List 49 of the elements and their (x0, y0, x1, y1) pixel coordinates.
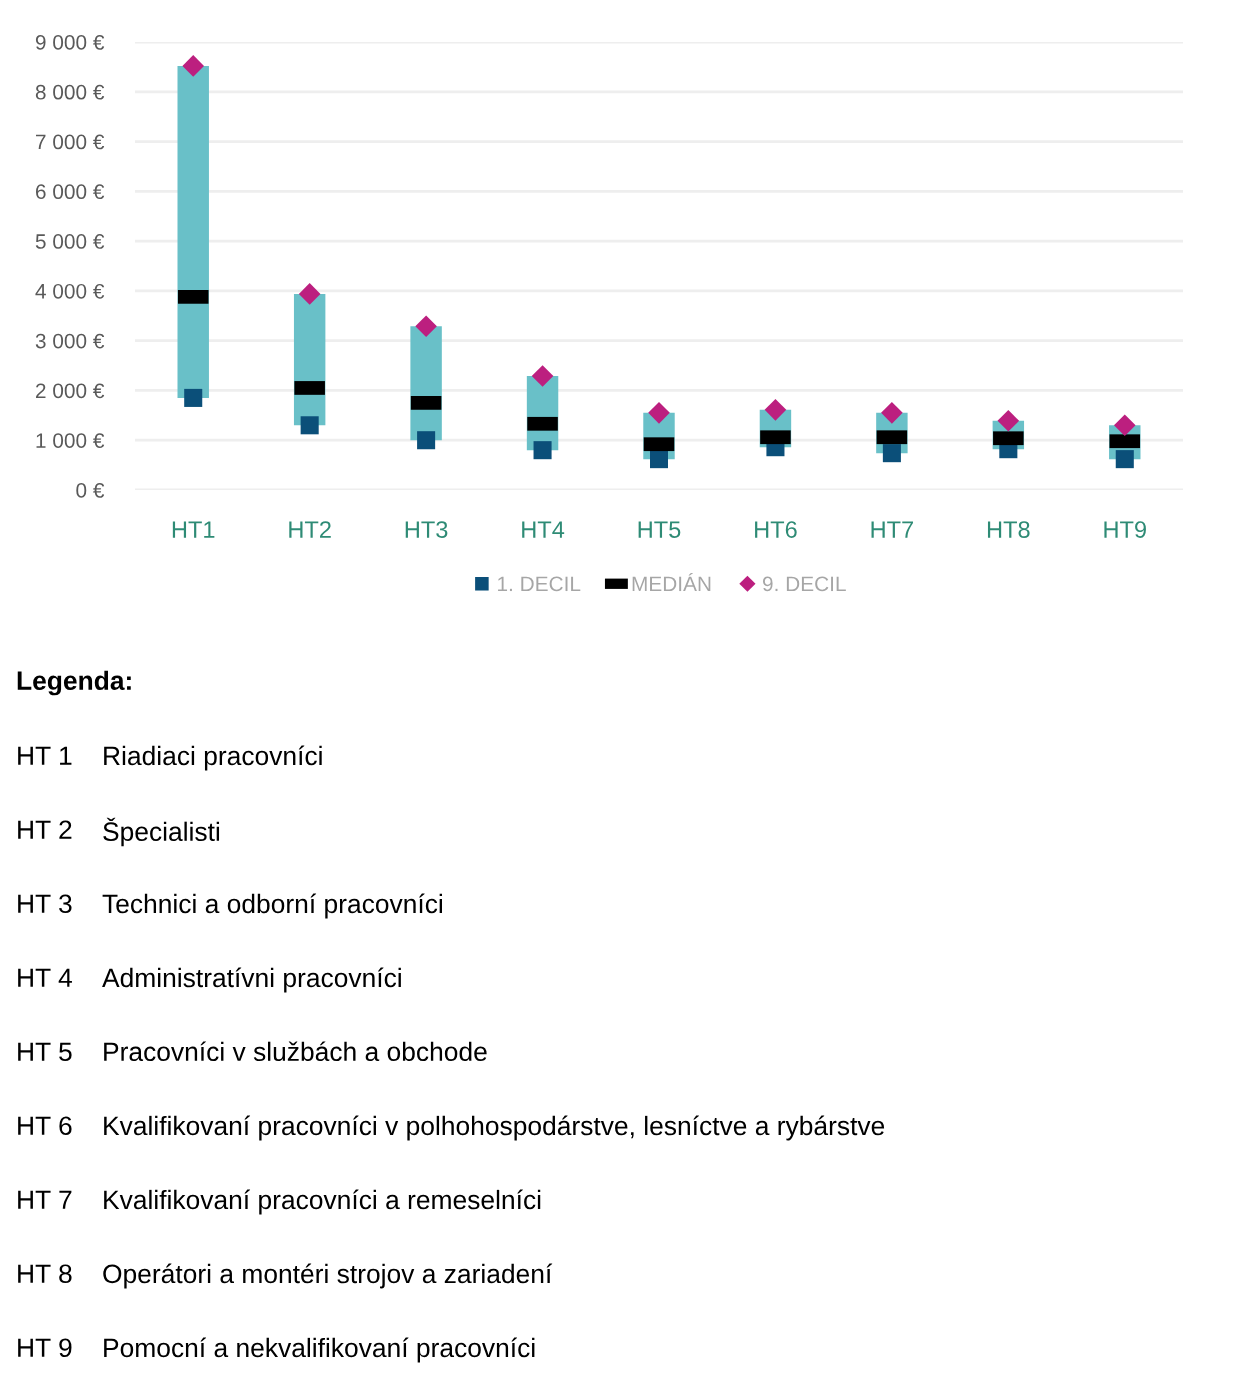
x-tick-label: HT5 (638, 521, 681, 538)
x-tick-label: HT3 (405, 521, 448, 538)
x-tick-label: HT7 (871, 521, 914, 538)
point (417, 431, 436, 450)
text: HT 8 Operátori a montéri strojov a zariadení (18, 1263, 553, 1289)
y-tick-label: 7 000 € (36, 134, 105, 150)
x-tick-label: HT6 (755, 521, 797, 538)
y-tick-label: 5 000 € (35, 234, 105, 249)
point (648, 402, 670, 424)
x-tick-label: HT4 (522, 521, 565, 538)
x-tick-label: HT9 (1104, 521, 1146, 538)
point (531, 365, 554, 387)
legend-label: MEDIÁN (632, 572, 711, 592)
point (300, 416, 319, 435)
point (298, 283, 321, 305)
text: HT 3 Technici a odborní pracovníci (18, 893, 442, 919)
x-tick-label: HT2 (289, 521, 331, 538)
y-tick-label: 8 000 € (35, 84, 105, 100)
text: HT 1 Riadiaci pracovníci (18, 745, 322, 771)
point (764, 399, 787, 421)
text: HT 9 Pomocní a nekvalifikovaní pracovníci (18, 1337, 535, 1363)
point (182, 55, 205, 77)
y-tick-label: 0 € (76, 483, 105, 498)
legend-label: 9. DECIL (762, 576, 846, 592)
point (649, 450, 669, 469)
legend-label: 1. DECIL (498, 576, 581, 592)
point (184, 388, 203, 407)
text: HT 4 Administratívni pracovníci (18, 967, 401, 993)
y-tick-label: 9 000 € (35, 35, 105, 50)
point (882, 444, 901, 463)
point (415, 315, 437, 338)
x-tick-label: HT1 (172, 521, 215, 538)
point (997, 410, 1020, 432)
point (1113, 414, 1136, 437)
point (881, 402, 903, 424)
y-tick-label: 6 000 € (36, 184, 105, 200)
point (533, 441, 552, 460)
text: HT 2 Špecialisti (18, 817, 220, 847)
text: HT 7 Kvalifikovaní pracovníci a remeselníci (18, 1189, 541, 1215)
y-tick-label: 2 000 € (35, 383, 105, 399)
x-tick-label: HT8 (987, 521, 1030, 538)
y-tick-label: 3 000 € (35, 333, 105, 349)
point (1115, 450, 1134, 469)
text: HT 5 Pracovníci v službách a obchode (18, 1041, 487, 1062)
text: Legenda: (17, 670, 131, 696)
y-tick-label: 1 000 € (36, 433, 105, 448)
text: HT 6 Kvalifikovaní pracovníci v polhohospodárstve, lesníctve a rybárstve (18, 1115, 885, 1141)
y-tick-label: 4 000 € (35, 283, 105, 299)
bar (177, 65, 209, 398)
